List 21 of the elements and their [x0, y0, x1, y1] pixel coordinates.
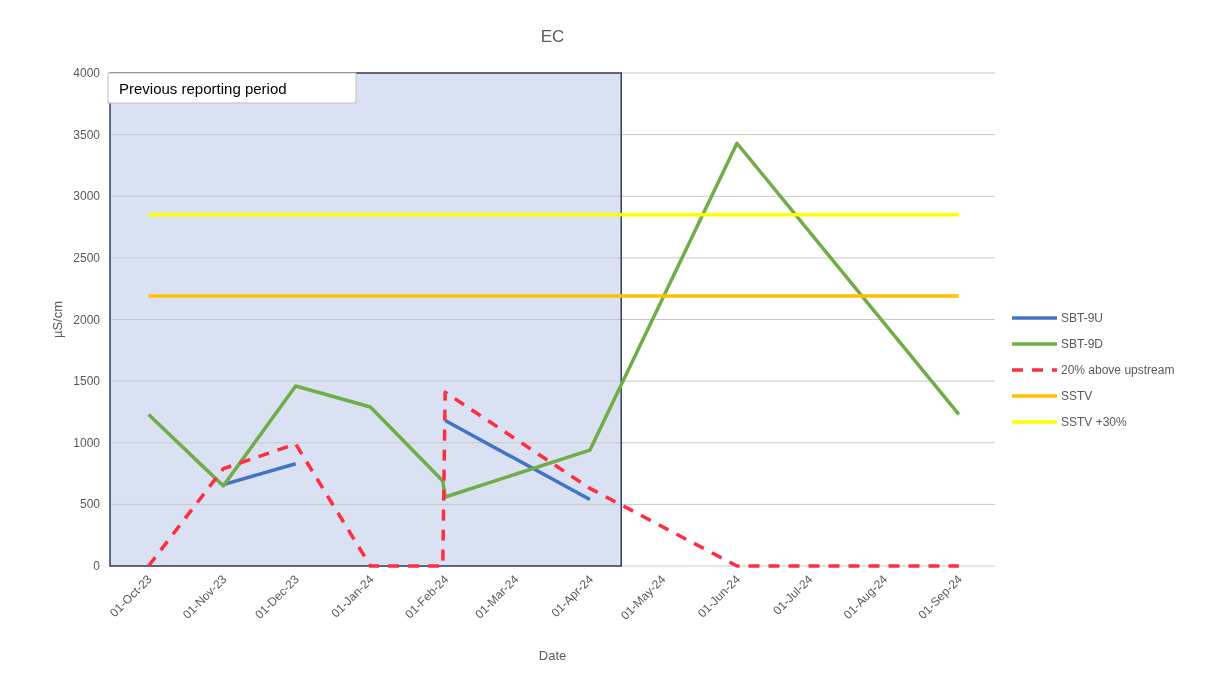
y-tick-label: 1500 [73, 374, 101, 389]
legend-label: SBT-9U [1061, 311, 1104, 325]
y-tick-label: 500 [79, 497, 101, 512]
line-series [146, 390, 961, 568]
legend-label: SSTV [1061, 389, 1093, 403]
y-tick-label: 0 [93, 559, 101, 573]
y-tick-label: 2500 [73, 250, 101, 265]
y-tick-label: 2000 [73, 312, 101, 327]
legend-label: 20% above upstream [1061, 363, 1175, 377]
y-tick-label: 4000 [73, 66, 101, 80]
band-label: Previous reporting period [119, 80, 287, 97]
y-tick-label: 1000 [73, 435, 101, 450]
y-tick-label: 3500 [73, 127, 101, 142]
line-series [146, 141, 961, 499]
chart-title: EC [540, 27, 565, 46]
y-tick-label: 3000 [73, 189, 101, 204]
label-box: Previous reporting period [107, 72, 357, 104]
x-axis-title: Date [538, 648, 567, 663]
legend-label: SBT-9D [1061, 337, 1104, 351]
y-axis-title: µS/cm [50, 300, 65, 339]
legend-label: SSTV +30% [1061, 415, 1128, 429]
